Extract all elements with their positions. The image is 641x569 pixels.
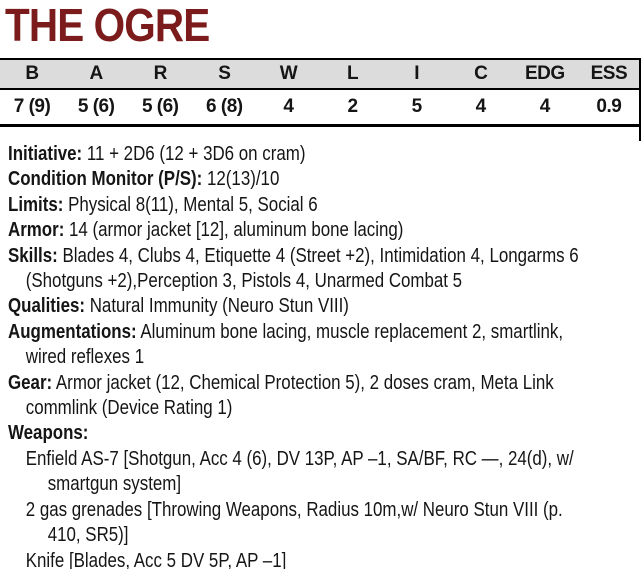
stat-line-qualities: Qualities: Natural Immunity (Neuro Stun … (8, 294, 641, 319)
stat-text: Armor jacket (12, Chemical Protection 5)… (52, 371, 554, 394)
stat-text: 410, SR5)] (47, 524, 129, 547)
attribute-header-edg: EDG (524, 63, 565, 84)
attribute-header-c: C (474, 63, 488, 84)
page-title: THE OGRE (5, 0, 210, 51)
attribute-header-b: B (25, 63, 39, 84)
stat-text: Aluminum bone lacing, muscle replacement… (136, 320, 564, 343)
attribute-header-s: S (218, 63, 231, 84)
page-column-rule (639, 58, 641, 141)
stat-line-gear: Gear: Armor jacket (12, Chemical Protect… (8, 371, 641, 396)
stat-label: Armor: (8, 219, 65, 242)
stat-line-initiative: Initiative: 11 + 2D6 (12 + 3D6 on cram) (8, 142, 641, 167)
attribute-table: B A R S W L I C EDG ESS 7 (9) 5 (6) 5 (6… (0, 58, 641, 127)
attribute-value-ess: 0.9 (596, 96, 622, 117)
stat-line-armor: Armor: 14 (armor jacket [12], aluminum b… (8, 218, 641, 243)
attribute-value-a: 5 (6) (77, 96, 115, 117)
stat-text: 2 gas grenades [Throwing Weapons, Radius… (25, 498, 563, 521)
attribute-value-row: 7 (9) 5 (6) 5 (6) 6 (8) 4 2 5 4 4 0.9 (0, 90, 641, 127)
attribute-header-w: W (279, 63, 298, 84)
weapon-line-gas-grenades: 2 gas grenades [Throwing Weapons, Radius… (8, 498, 641, 523)
stat-text: 14 (armor jacket [12], aluminum bone lac… (64, 219, 404, 242)
attribute-value-w: 4 (283, 96, 294, 117)
stat-line-augmentations-cont: wired reflexes 1 (8, 345, 641, 370)
stat-text: 12(13)/10 (202, 168, 280, 191)
attribute-header-i: I (414, 63, 419, 84)
attribute-value-b: 7 (9) (13, 96, 51, 117)
stat-text: 11 + 2D6 (12 + 3D6 on cram) (82, 143, 306, 165)
stat-text: smartgun system] (47, 473, 182, 496)
stat-text: Physical 8(11), Mental 5, Social 6 (63, 193, 318, 216)
stat-text: (Shotguns +2),Perception 3, Pistols 4, U… (25, 270, 463, 293)
stat-line-skills-cont: (Shotguns +2),Perception 3, Pistols 4, U… (8, 269, 641, 294)
stat-label: Initiative: (8, 143, 83, 165)
weapon-line-gas-grenades-cont: 410, SR5)] (8, 523, 641, 548)
stat-text: commlink (Device Rating 1) (25, 397, 233, 420)
stat-label: Limits: (8, 193, 64, 216)
attribute-value-edg: 4 (539, 96, 551, 117)
weapon-line-knife: Knife [Blades, Acc 5 DV 5P, AP –1] (8, 549, 641, 569)
attribute-header-a: A (89, 63, 104, 84)
stat-label: Qualities: (8, 295, 86, 318)
stat-label: Gear: (8, 371, 53, 394)
stat-line-skills: Skills: Blades 4, Clubs 4, Etiquette 4 (… (8, 244, 641, 269)
stat-line-gear-cont: commlink (Device Rating 1) (8, 396, 641, 421)
attribute-header-row: B A R S W L I C EDG ESS (0, 60, 641, 90)
stat-text: Enfield AS-7 [Shotgun, Acc 4 (6), DV 13P… (25, 447, 574, 470)
stat-text: wired reflexes 1 (25, 346, 145, 369)
attribute-value-i: 5 (411, 96, 423, 117)
attribute-value-l: 2 (347, 96, 358, 117)
stat-label: Weapons: (8, 422, 89, 445)
attribute-value-r: 5 (6) (141, 96, 179, 117)
weapon-line-enfield-cont: smartgun system] (8, 472, 641, 497)
stat-label: Skills: (8, 244, 58, 267)
stat-text: Natural Immunity (Neuro Stun VIII) (85, 295, 349, 318)
stat-lines: Initiative: 11 + 2D6 (12 + 3D6 on cram) … (8, 142, 641, 569)
attribute-header-ess: ESS (590, 63, 628, 84)
attribute-value-s: 6 (8) (206, 96, 243, 117)
stat-label: Condition Monitor (P/S): (8, 168, 203, 191)
stat-line-weapons: Weapons: (8, 421, 641, 446)
attribute-value-c: 4 (475, 96, 487, 117)
attribute-header-l: L (346, 63, 359, 84)
stat-label: Augmentations: (8, 320, 137, 343)
stat-line-limits: Limits: Physical 8(11), Mental 5, Social… (8, 193, 641, 218)
stat-line-condition-monitor: Condition Monitor (P/S): 12(13)/10 (8, 167, 641, 192)
weapon-line-enfield: Enfield AS-7 [Shotgun, Acc 4 (6), DV 13P… (8, 447, 641, 472)
attribute-header-r: R (153, 63, 168, 84)
stat-text: Blades 4, Clubs 4, Etiquette 4 (Street +… (57, 244, 579, 267)
stat-text: Knife [Blades, Acc 5 DV 5P, AP –1] (25, 549, 287, 569)
stat-line-augmentations: Augmentations: Aluminum bone lacing, mus… (8, 320, 641, 345)
